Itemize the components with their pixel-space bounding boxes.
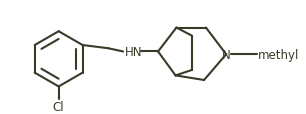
Text: Cl: Cl (53, 100, 65, 113)
Text: methyl: methyl (257, 48, 299, 61)
Text: N: N (222, 48, 230, 61)
Text: HN: HN (125, 46, 142, 58)
